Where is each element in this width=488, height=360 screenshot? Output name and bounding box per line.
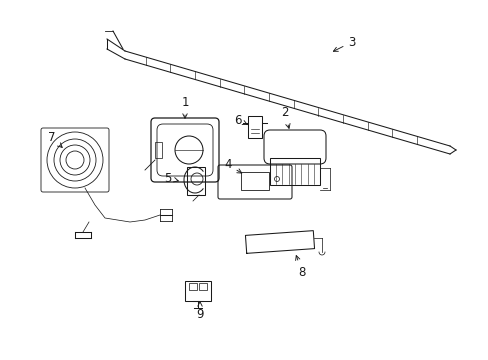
Bar — [155, 142, 162, 158]
Text: 4: 4 — [224, 158, 241, 173]
Text: 2: 2 — [281, 107, 289, 128]
Bar — [269, 158, 319, 185]
Text: 7: 7 — [48, 131, 62, 148]
Bar — [186, 167, 204, 195]
Text: 6: 6 — [234, 113, 247, 126]
Bar — [189, 283, 197, 290]
Bar — [199, 283, 206, 290]
Text: 9: 9 — [196, 302, 203, 321]
Text: 8: 8 — [295, 256, 305, 279]
Bar — [184, 281, 210, 301]
Bar — [241, 172, 268, 190]
Text: 3: 3 — [333, 36, 355, 51]
Text: 1: 1 — [181, 96, 188, 118]
Text: 5: 5 — [164, 171, 178, 184]
Bar — [247, 116, 262, 138]
